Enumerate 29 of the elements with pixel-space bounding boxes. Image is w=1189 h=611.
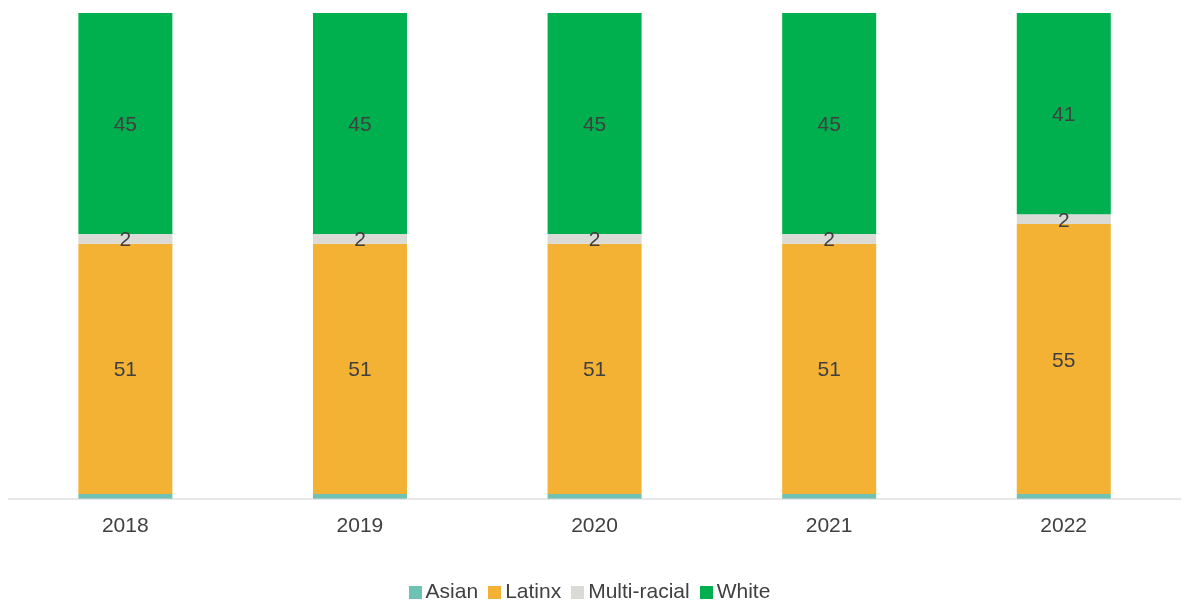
x-tick-label: 2018 — [101, 512, 149, 536]
legend-label: White — [716, 579, 771, 602]
data-label: 55 — [1052, 347, 1076, 371]
legend-label: Latinx — [505, 579, 562, 602]
bar — [78, 13, 173, 234]
data-label: 51 — [817, 357, 841, 381]
bar — [782, 13, 877, 234]
bar — [78, 233, 173, 244]
data-label: 51 — [348, 357, 372, 381]
x-tick-label: 2021 — [805, 512, 853, 536]
data-label: 51 — [582, 357, 607, 381]
x-tick-label: 2022 — [1040, 512, 1088, 536]
data-label: 51 — [113, 357, 138, 381]
bar — [1016, 13, 1111, 215]
data-label: 45 — [817, 111, 841, 135]
bar — [782, 233, 877, 244]
data-label: 41 — [1052, 102, 1076, 126]
bar — [312, 233, 407, 244]
x-tick-label: 2020 — [571, 512, 618, 536]
bar — [312, 13, 407, 234]
bar — [547, 13, 642, 234]
data-label: 45 — [348, 111, 372, 135]
legend-label: Multi-racial — [588, 579, 690, 602]
data-label: 45 — [582, 111, 607, 135]
bar — [1016, 214, 1111, 225]
data-label: 45 — [113, 111, 138, 135]
legend-label: Asian — [425, 579, 479, 602]
x-tick-label: 2019 — [336, 512, 384, 536]
bar — [547, 233, 642, 244]
